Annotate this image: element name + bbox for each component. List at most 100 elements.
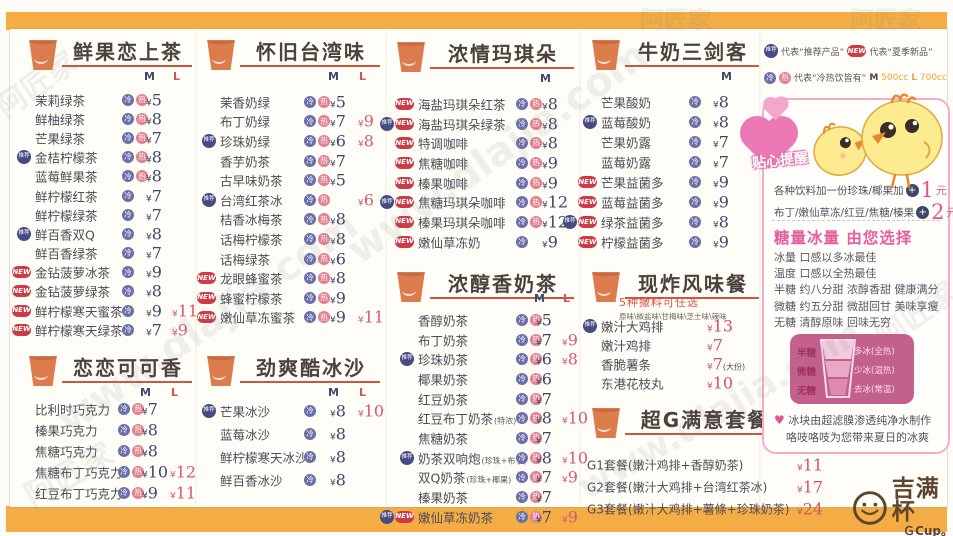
item-name: 海盐玛琪朵红茶	[418, 97, 506, 113]
menu-item-row: 焦糖奶茶 冷热 ¥7	[390, 428, 576, 448]
hot-badge-icon: 热	[530, 97, 542, 110]
size-column-labels: M	[585, 70, 761, 84]
recommended-badge-icon: 推荐	[202, 403, 216, 418]
temperature-badges: 冷热	[516, 451, 542, 464]
hot-badge-icon: 热	[530, 196, 542, 209]
item-badges: 推荐	[4, 148, 31, 167]
item-name: 鲜百香双Q	[35, 227, 95, 243]
item-name: 古早味奶茶	[220, 173, 283, 189]
price-m: ¥8	[142, 441, 158, 460]
item-name: 海盐玛琪朵绿茶	[418, 117, 506, 133]
section-title: 浓情玛琪朵	[448, 42, 558, 66]
price-m: ¥8	[146, 224, 162, 243]
yen-symbol: ¥	[330, 276, 336, 287]
bottom-orange-band	[6, 506, 947, 532]
yen-symbol: ¥	[542, 220, 548, 231]
temperature-badges: 冷	[122, 227, 134, 240]
cold-badge-icon: 冷	[516, 97, 528, 110]
hot-badge-icon: 热	[318, 174, 330, 187]
hot-badge-icon: 热	[132, 423, 144, 436]
menu-item-row: 蓝莓奶露 冷 ¥7	[585, 152, 761, 172]
item-name: 芒果益菌多	[601, 175, 664, 191]
price-m: ¥8	[146, 109, 162, 128]
price-value: 6	[541, 369, 552, 389]
size-label-l: L	[171, 386, 179, 399]
legend-temp-text: 代表“冷热饮皆有”	[794, 74, 867, 84]
item-badges: NEW	[567, 192, 597, 212]
menu-item-row: NEW 焦糖咖啡 冷热 ¥9	[390, 153, 576, 173]
sugar-ice-title: 糖量冰量 由您选择	[774, 229, 913, 247]
cold-badge-icon: 冷	[689, 236, 701, 248]
price-m: ¥13	[707, 316, 733, 335]
item-badges: 推荐	[567, 112, 597, 132]
yen-symbol: ¥	[172, 309, 178, 320]
section-title: 牛奶三剑客	[638, 40, 748, 64]
yen-symbol: ¥	[536, 377, 542, 388]
cold-badge-icon: 冷	[304, 473, 316, 486]
price-m: ¥8	[713, 213, 729, 232]
menu-item-row: NEW 芒果益菌多 冷 ¥9	[578, 172, 761, 192]
price-l: ¥12	[170, 462, 196, 481]
menu-item-row: 椰果奶茶 冷热 ¥6	[390, 369, 576, 389]
cold-badge-icon: 冷	[689, 96, 701, 108]
price-value: 8	[151, 109, 162, 129]
item-name: 鲜百香冰沙	[220, 473, 283, 488]
cold-badge-icon: 冷	[516, 215, 528, 228]
temperature-badges: 冷热	[516, 137, 542, 150]
item-name: 龙眼蜂蜜茶	[220, 271, 283, 287]
price-value: 17	[802, 477, 824, 497]
temperature-badges: 冷	[304, 473, 316, 486]
hot-badge-icon: 热	[530, 491, 542, 504]
item-name: 焦糖奶茶	[418, 431, 469, 447]
price-m: ¥5	[330, 171, 346, 190]
price-l: ¥11	[358, 308, 384, 327]
temperature-badges: 冷	[122, 285, 134, 298]
price-m: ¥9	[330, 308, 346, 327]
price-m: ¥8	[536, 409, 552, 428]
item-name: 话梅柠檬茶	[220, 232, 283, 248]
menu-item-row: NEW 榛果咖啡 冷热 ¥9	[390, 173, 576, 193]
yen-symbol: ¥	[146, 194, 152, 205]
new-badge-icon: NEW	[578, 196, 597, 208]
price-value: 7	[541, 487, 552, 507]
hot-badge-icon: 热	[530, 215, 542, 228]
yen-symbol: ¥	[330, 159, 336, 170]
hot-badge-icon: 热	[318, 134, 330, 147]
menu-item-row: 芒果酸奶 冷 ¥8	[585, 92, 761, 112]
temperature-badges: 冷热	[516, 353, 542, 366]
item-badges: NEW	[372, 212, 414, 232]
item-name: 焦糖玛琪朵咖啡	[418, 195, 506, 211]
price-value: 11	[177, 301, 199, 321]
price-value: 8	[547, 94, 558, 114]
fold-crease	[579, 30, 581, 506]
price-value: 8	[335, 209, 346, 229]
price-value: 8	[541, 408, 552, 428]
price-value: 8	[151, 281, 162, 301]
price-m: ¥9	[330, 288, 346, 307]
price-value: 9	[718, 232, 729, 252]
section-underline	[625, 433, 785, 435]
price-value: 5	[151, 90, 162, 110]
yen-symbol: ¥	[562, 515, 568, 526]
yen-symbol: ¥	[562, 357, 568, 368]
menu-item-row: 茉香奶绿 冷热 ¥5	[200, 92, 382, 112]
price-value: 7	[541, 507, 552, 527]
price-value: 6	[541, 349, 552, 369]
price-m: ¥7	[142, 399, 158, 418]
section-fried-food: 现炸风味餐 5种撒料可任选 原味\椒盐味\甘梅味\芝士味\辣味 推荐 嫩汁大鸡排 ¥1…	[583, 268, 761, 392]
price-value: 9	[718, 192, 729, 212]
item-name: 榛果咖啡	[418, 176, 469, 192]
temperature-badges: 冷	[689, 116, 701, 128]
item-name: 鲜柠檬绿茶	[35, 208, 98, 224]
cold-badge-icon: 冷	[304, 311, 316, 324]
price-value: 7	[712, 335, 723, 354]
item-name: 蓝莓益菌多	[601, 195, 664, 211]
cold-badge-icon: 冷	[516, 491, 528, 504]
yen-symbol: ¥	[536, 495, 542, 506]
price-m: ¥8	[330, 424, 346, 443]
tip-line: 无糖 清醇原味 回味无穷	[774, 315, 891, 329]
price-value: 7	[712, 354, 723, 373]
ice-water-note-1: ♥ 冰块由超滤膜渗透纯净水制作	[774, 413, 932, 427]
